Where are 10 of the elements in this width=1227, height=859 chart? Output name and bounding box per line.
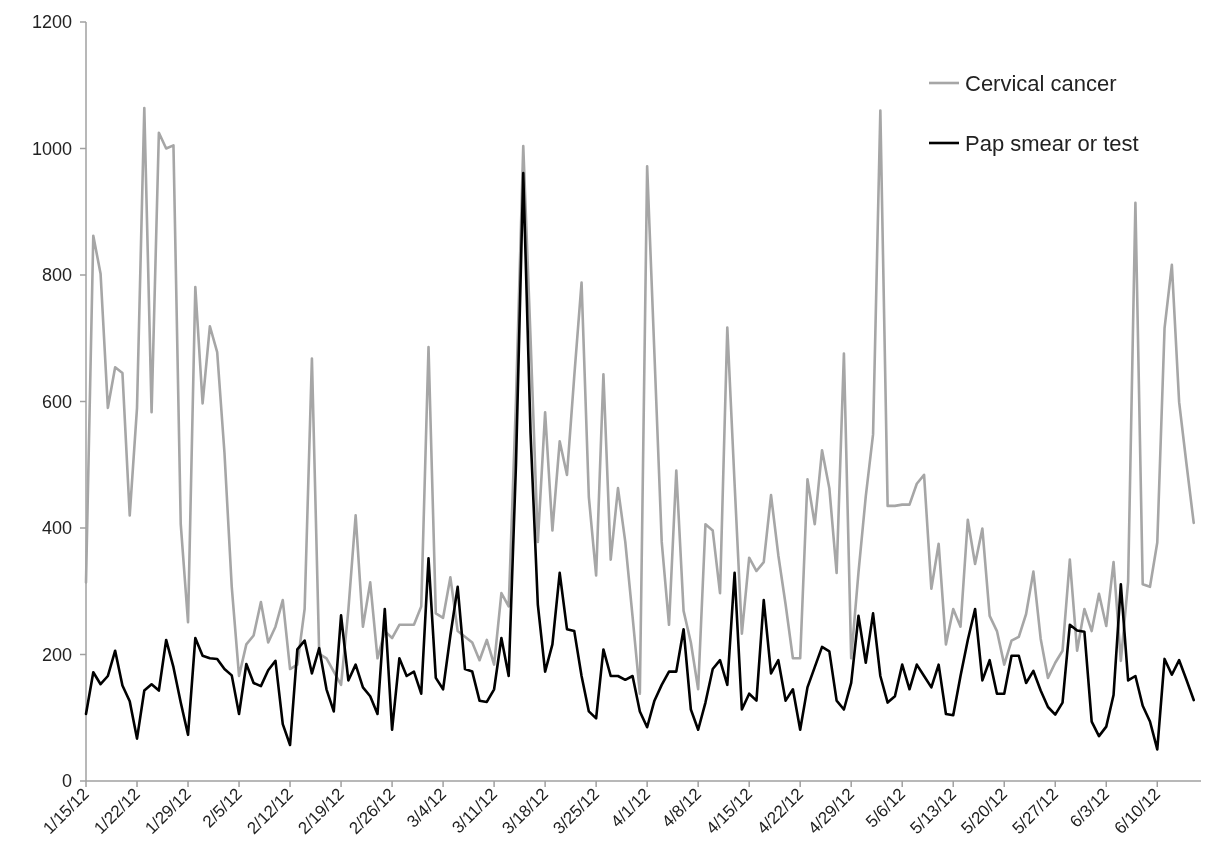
y-tick-label: 0 [61,771,72,792]
y-tick-label: 1000 [31,138,72,159]
y-tick-label: 1200 [31,12,72,33]
line-series [84,171,1196,751]
y-tick-label: 400 [41,518,72,539]
legend-label: Cervical cancer [965,70,1117,96]
y-tick-label: 200 [41,644,72,665]
y-tick-label: 600 [41,391,72,412]
y-tick-label: 800 [41,265,72,286]
legend-label: Pap smear or test [965,130,1139,156]
